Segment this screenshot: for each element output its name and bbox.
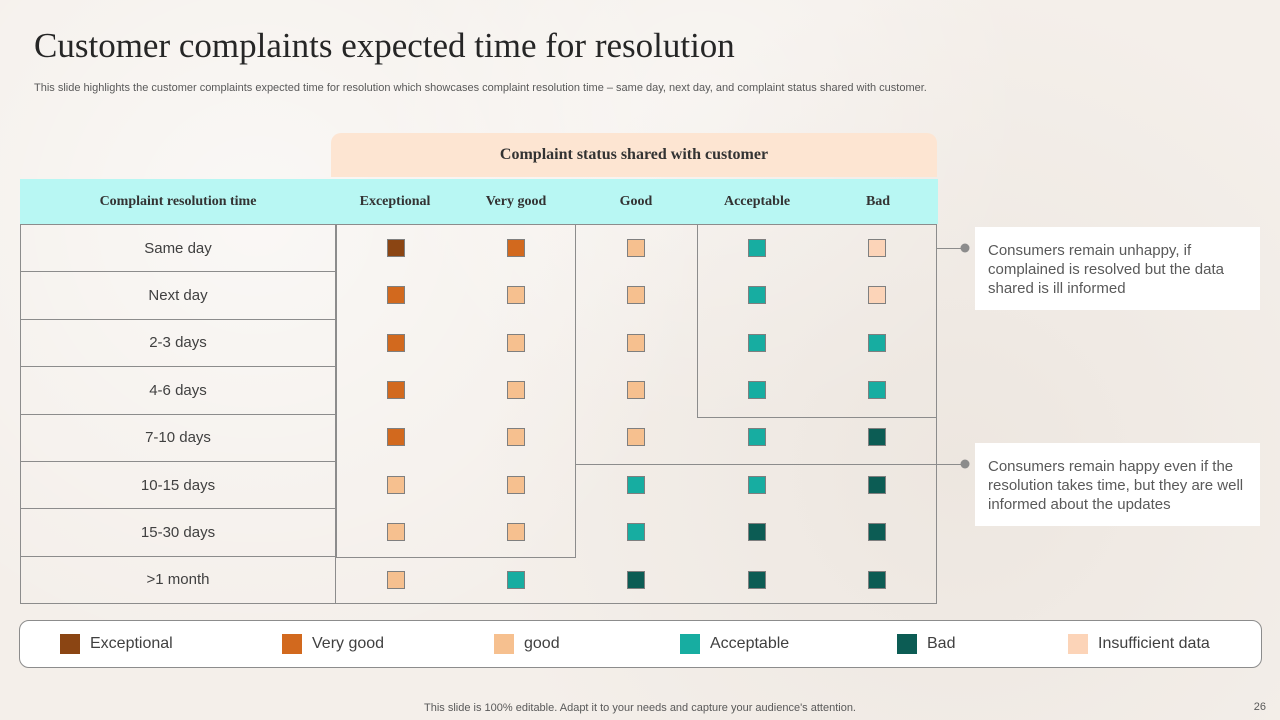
status-cell <box>868 238 886 257</box>
legend-item-exceptional: Exceptional <box>60 621 173 667</box>
status-cell <box>507 238 525 257</box>
status-cell <box>748 428 766 447</box>
legend-label: good <box>524 635 560 652</box>
status-cell <box>748 238 766 257</box>
status-cell <box>387 428 405 447</box>
status-cell <box>868 523 886 542</box>
row-label: Next day <box>20 271 336 320</box>
status-cell <box>868 380 886 399</box>
status-cell <box>387 333 405 352</box>
column-header-exceptional: Exceptional <box>359 194 431 209</box>
connector-dot-unhappy <box>960 243 970 253</box>
legend-item-very-good: Very good <box>282 621 384 667</box>
status-cell <box>748 286 766 305</box>
legend-swatch-insufficient <box>1068 634 1088 654</box>
note-unhappy: Consumers remain unhappy, if complained … <box>975 227 1260 310</box>
column-header-row: Complaint resolution time Exceptional Ve… <box>20 179 938 224</box>
status-cell <box>507 523 525 542</box>
status-cell <box>387 286 405 305</box>
status-cell <box>748 475 766 494</box>
status-cell <box>507 380 525 399</box>
legend-label: Bad <box>927 635 956 652</box>
status-cell <box>627 475 645 494</box>
status-cell <box>387 570 405 589</box>
status-cell <box>627 523 645 542</box>
status-cell <box>627 570 645 589</box>
status-cell <box>748 380 766 399</box>
status-cell <box>868 570 886 589</box>
status-cell <box>868 333 886 352</box>
status-cell <box>507 428 525 447</box>
connector-dot-happy <box>960 459 970 469</box>
legend-swatch-good <box>494 634 514 654</box>
status-cell <box>627 428 645 447</box>
status-cell <box>507 286 525 305</box>
status-cell <box>868 286 886 305</box>
slide-title: Customer complaints expected time for re… <box>34 26 735 65</box>
status-cell <box>748 570 766 589</box>
connector-happy <box>937 464 965 465</box>
legend-swatch-bad <box>897 634 917 654</box>
status-cell <box>627 286 645 305</box>
legend-swatch-very-good <box>282 634 302 654</box>
slide-subtitle: This slide highlights the customer compl… <box>34 82 927 94</box>
region-well-informed <box>336 224 576 558</box>
status-cell <box>507 333 525 352</box>
legend-label: Very good <box>312 635 385 652</box>
group-header: Complaint status shared with customer <box>331 133 937 177</box>
status-cell <box>868 475 886 494</box>
status-cell <box>507 570 525 589</box>
column-header-very-good: Very good <box>485 194 547 209</box>
status-cell <box>627 238 645 257</box>
region-divider-line <box>576 464 937 465</box>
legend-label: Acceptable <box>710 635 790 652</box>
row-label: 15-30 days <box>20 508 336 557</box>
region-ill-informed <box>697 224 937 418</box>
column-header-acceptable: Acceptable <box>723 194 791 209</box>
legend-swatch-exceptional <box>60 634 80 654</box>
status-cell <box>387 475 405 494</box>
row-label: 4-6 days <box>20 366 336 415</box>
row-label: >1 month <box>20 555 336 605</box>
row-header-label: Complaint resolution time <box>99 194 257 209</box>
status-cell <box>387 238 405 257</box>
status-cell <box>748 333 766 352</box>
note-happy: Consumers remain happy even if the resol… <box>975 443 1260 526</box>
footer-text: This slide is 100% editable. Adapt it to… <box>424 702 856 714</box>
status-cell <box>868 428 886 447</box>
connector-unhappy <box>937 248 965 249</box>
status-cell <box>507 475 525 494</box>
row-label: 2-3 days <box>20 318 336 368</box>
row-label: Same day <box>20 224 336 273</box>
row-label: 7-10 days <box>20 413 336 462</box>
status-cell <box>748 523 766 542</box>
status-cell <box>387 523 405 542</box>
legend-item-insufficient: Insufficient data <box>1068 621 1210 667</box>
legend-item-good: good <box>494 621 560 667</box>
legend-swatch-acceptable <box>680 634 700 654</box>
status-cell <box>627 380 645 399</box>
legend-label: Insufficient data <box>1098 635 1210 652</box>
status-cell <box>627 333 645 352</box>
row-label: 10-15 days <box>20 461 336 510</box>
column-header-good: Good <box>619 194 653 209</box>
status-cell <box>387 380 405 399</box>
legend: Exceptional Very good good Acceptable Ba… <box>19 620 1262 668</box>
legend-item-acceptable: Acceptable <box>680 621 789 667</box>
legend-item-bad: Bad <box>897 621 955 667</box>
page-number: 26 <box>1253 701 1266 713</box>
column-header-bad: Bad <box>865 194 891 209</box>
legend-label: Exceptional <box>90 635 173 652</box>
